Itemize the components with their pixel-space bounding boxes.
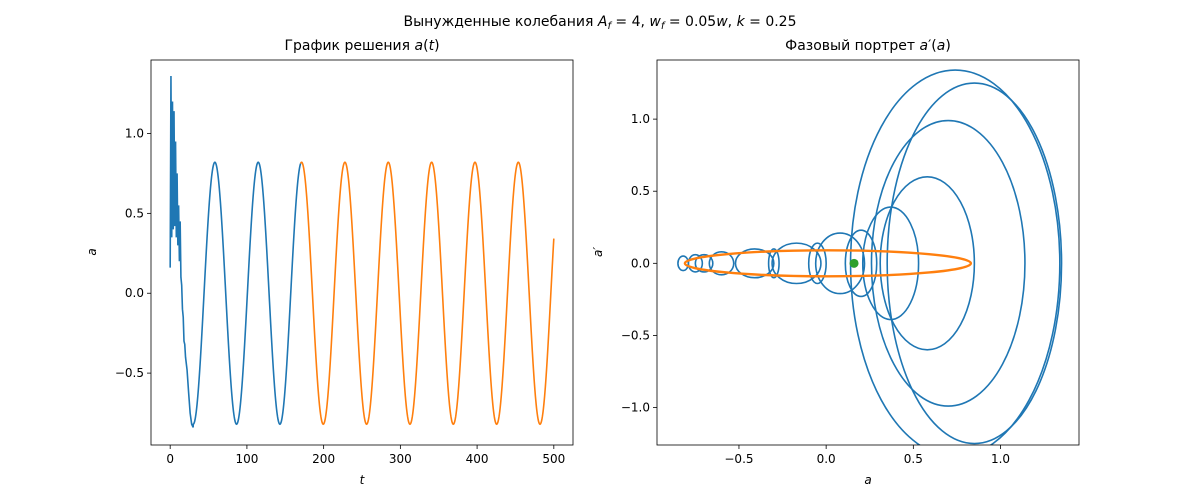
- right-x-tick-label: −0.5: [724, 452, 753, 466]
- left-chart-title: График решения a(t): [284, 38, 439, 54]
- left-x-tick-label: 300: [389, 452, 412, 466]
- right-series-group: [677, 69, 1063, 445]
- right-limit-cycle: [683, 249, 973, 278]
- right-x-tick-label: 0.0: [817, 452, 836, 466]
- right-phase-loop-9: [708, 250, 735, 276]
- right-y-tick-label: 0.0: [631, 256, 650, 270]
- right-x-tick-label: 0.5: [904, 452, 923, 466]
- right-phase-loop-4: [861, 206, 920, 321]
- left-x-tick-label: 0: [166, 452, 174, 466]
- right-phase-loop-2: [870, 119, 1026, 407]
- right-x-axis-label: a: [864, 473, 871, 487]
- right-y-tick-label: 0.5: [631, 184, 650, 198]
- left-x-tick-label: 100: [235, 452, 258, 466]
- right-phase-loop-13: [807, 242, 827, 285]
- right-y-tick-label: −0.5: [621, 328, 650, 342]
- right-phase-loop-7: [771, 242, 822, 285]
- left-series-group: [169, 75, 555, 428]
- right-phase-loop-3: [879, 175, 976, 351]
- left-y-tick-label: 0.5: [125, 206, 144, 220]
- right-phase-loop-11: [677, 255, 690, 272]
- figure-suptitle: Вынужденные колебания Af = 4, wf = 0.05w…: [404, 14, 797, 32]
- left-plot-area: 0 100 200 300 400 500 −0.5 0.0 0.5 1.0: [115, 59, 574, 466]
- right-start-point-marker: [849, 258, 859, 268]
- left-y-tick-label: 0.0: [125, 286, 144, 300]
- left-x-tick-label: 500: [542, 452, 565, 466]
- right-x-tick-label: 1.0: [991, 452, 1010, 466]
- left-chart-panel: График решения a(t) 0 100 200 300 400 500 −0.5…: [85, 38, 574, 487]
- right-plot-area: −0.5 0.0 0.5 1.0 −1.0 −0.5 0.0 0.5 1.0: [621, 59, 1080, 466]
- right-y-tick-label: 1.0: [631, 112, 650, 126]
- right-chart-panel: Фазовый портрет a′(a) −0.5 0.0 0.5 1.0−1.0−…: [591, 38, 1080, 487]
- right-phase-loop-14: [694, 253, 714, 273]
- left-x-tick-label: 400: [466, 452, 489, 466]
- right-y-tick-label: −1.0: [621, 401, 650, 415]
- right-y-axis-label: a′: [591, 247, 605, 257]
- left-series-line-1: [299, 161, 555, 426]
- left-x-axis-label: t: [360, 473, 366, 487]
- left-x-tick-label: 200: [312, 452, 335, 466]
- right-chart-title: Фазовый портрет a′(a): [785, 38, 951, 54]
- left-axes-frame: [150, 59, 574, 446]
- right-phase-loop-0: [886, 82, 1063, 445]
- left-y-tick-label: 1.0: [125, 126, 144, 140]
- right-phase-loop-8: [734, 248, 775, 279]
- right-phase-loop-12: [767, 248, 780, 279]
- right-phase-loop-6: [814, 232, 866, 295]
- left-y-tick-label: −0.5: [115, 366, 144, 380]
- right-phase-loop-5: [844, 229, 878, 298]
- left-y-axis-label: a: [85, 248, 99, 255]
- left-series-line-0: [169, 75, 302, 428]
- right-axes-frame: [656, 59, 1080, 446]
